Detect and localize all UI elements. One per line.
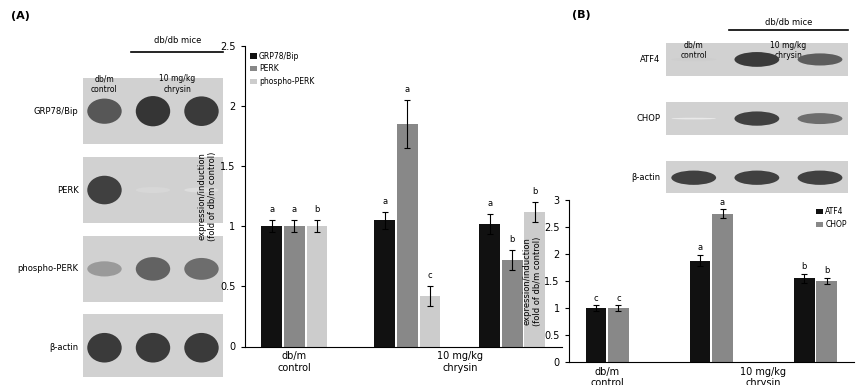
Bar — [479, 224, 500, 346]
Ellipse shape — [184, 258, 219, 280]
Ellipse shape — [734, 52, 779, 67]
Ellipse shape — [671, 171, 716, 185]
Ellipse shape — [184, 187, 219, 192]
Text: db/db mice: db/db mice — [764, 17, 813, 26]
FancyBboxPatch shape — [666, 102, 848, 135]
Ellipse shape — [136, 257, 170, 281]
Bar — [690, 261, 710, 362]
Bar — [397, 124, 418, 346]
FancyBboxPatch shape — [666, 161, 848, 194]
Bar — [585, 308, 607, 362]
Text: phospho-PERK: phospho-PERK — [18, 264, 79, 273]
Text: 10 mg/kg
chrysin: 10 mg/kg chrysin — [770, 41, 807, 60]
Text: CHOP: CHOP — [636, 114, 660, 123]
Text: b: b — [824, 266, 830, 275]
Ellipse shape — [798, 54, 843, 65]
Bar — [306, 226, 328, 346]
Text: db/m
control: db/m control — [680, 41, 707, 60]
Text: ATF4: ATF4 — [640, 55, 660, 64]
Text: a: a — [698, 243, 703, 253]
Ellipse shape — [671, 118, 716, 119]
Ellipse shape — [88, 333, 122, 363]
Text: (B): (B) — [571, 10, 590, 20]
Ellipse shape — [798, 171, 843, 185]
Text: 10 mg/kg
chrysin: 10 mg/kg chrysin — [159, 74, 196, 94]
FancyBboxPatch shape — [83, 236, 223, 302]
Ellipse shape — [88, 261, 122, 276]
Text: b: b — [314, 205, 320, 214]
Text: PERK: PERK — [57, 186, 79, 194]
Text: b: b — [532, 187, 537, 196]
Legend: GRP78/Bip, PERK, phospho-PERK: GRP78/Bip, PERK, phospho-PERK — [248, 50, 316, 88]
FancyBboxPatch shape — [83, 78, 223, 144]
Ellipse shape — [136, 96, 170, 126]
Bar — [502, 260, 523, 346]
Bar — [608, 308, 629, 362]
Text: a: a — [487, 199, 492, 208]
Text: GRP78/Bip: GRP78/Bip — [33, 107, 79, 116]
Bar — [794, 278, 814, 362]
Ellipse shape — [734, 111, 779, 126]
Ellipse shape — [88, 176, 122, 204]
Ellipse shape — [734, 171, 779, 185]
FancyBboxPatch shape — [83, 157, 223, 223]
Bar — [816, 281, 837, 362]
Text: β-actin: β-actin — [631, 173, 660, 182]
Text: β-actin: β-actin — [50, 343, 79, 352]
Text: c: c — [428, 271, 432, 280]
Text: b: b — [801, 262, 807, 271]
Text: a: a — [292, 205, 297, 214]
Text: c: c — [616, 294, 620, 303]
Text: db/m
control: db/m control — [91, 74, 118, 94]
Y-axis label: expression/induction
(fold of db/m control): expression/induction (fold of db/m contr… — [198, 152, 217, 241]
Text: db/db mice: db/db mice — [154, 36, 201, 45]
Text: a: a — [720, 198, 725, 207]
Legend: ATF4, CHOP: ATF4, CHOP — [813, 204, 850, 232]
Bar — [712, 214, 733, 362]
Bar — [374, 220, 396, 346]
Ellipse shape — [798, 113, 843, 124]
Ellipse shape — [184, 333, 219, 363]
Bar — [262, 226, 282, 346]
Y-axis label: expression/induction
(fold of db/m control): expression/induction (fold of db/m contr… — [523, 236, 541, 326]
FancyBboxPatch shape — [666, 43, 848, 76]
Text: a: a — [383, 197, 387, 206]
Ellipse shape — [136, 333, 170, 363]
Ellipse shape — [671, 58, 716, 61]
Bar — [420, 296, 440, 346]
Bar — [284, 226, 305, 346]
Ellipse shape — [136, 187, 170, 193]
Text: a: a — [269, 205, 275, 214]
Ellipse shape — [88, 99, 122, 124]
Text: b: b — [510, 235, 515, 244]
Text: c: c — [594, 294, 598, 303]
Text: (A): (A) — [11, 12, 30, 22]
Bar — [524, 212, 545, 346]
FancyBboxPatch shape — [83, 315, 223, 381]
Ellipse shape — [184, 96, 219, 126]
Text: a: a — [405, 85, 410, 94]
